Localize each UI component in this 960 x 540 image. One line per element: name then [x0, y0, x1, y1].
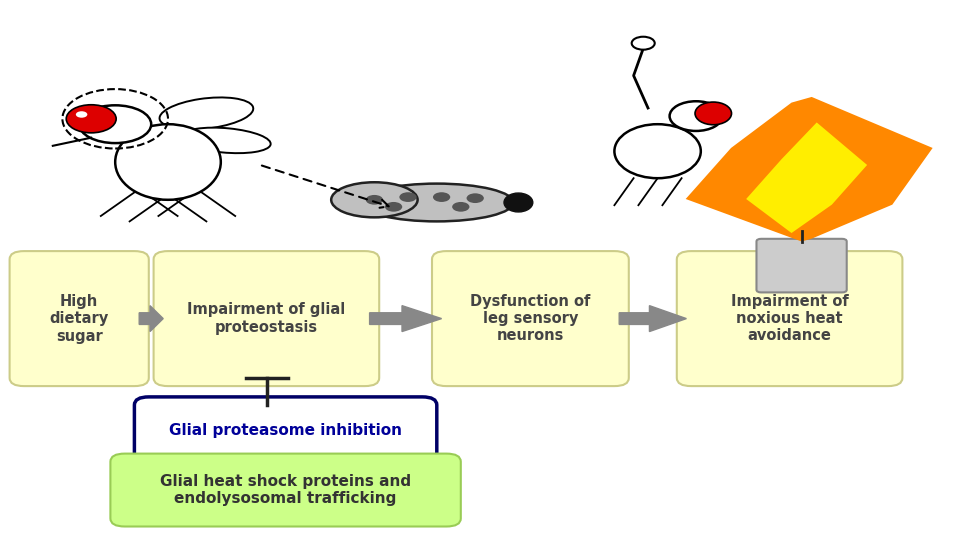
Ellipse shape	[614, 124, 701, 178]
Text: Glial proteasome inhibition: Glial proteasome inhibition	[169, 423, 402, 438]
Ellipse shape	[670, 102, 723, 131]
Ellipse shape	[331, 183, 418, 217]
Ellipse shape	[504, 193, 533, 212]
Text: Dysfunction of
leg sensory
neurons: Dysfunction of leg sensory neurons	[470, 294, 590, 343]
Ellipse shape	[360, 184, 514, 221]
Circle shape	[385, 202, 402, 212]
FancyBboxPatch shape	[110, 454, 461, 526]
Ellipse shape	[695, 102, 732, 125]
FancyBboxPatch shape	[677, 251, 902, 386]
Polygon shape	[746, 123, 867, 233]
Ellipse shape	[76, 111, 87, 118]
Text: Impairment of glial
proteostasis: Impairment of glial proteostasis	[187, 302, 346, 335]
Polygon shape	[370, 306, 442, 332]
Text: High
dietary
sugar: High dietary sugar	[50, 294, 108, 343]
Polygon shape	[685, 97, 932, 241]
Circle shape	[632, 37, 655, 50]
Ellipse shape	[79, 105, 151, 143]
Circle shape	[399, 192, 417, 202]
Circle shape	[452, 202, 469, 212]
Text: Impairment of
noxious heat
avoidance: Impairment of noxious heat avoidance	[731, 294, 849, 343]
FancyBboxPatch shape	[10, 251, 149, 386]
Circle shape	[366, 195, 383, 205]
Text: Glial heat shock proteins and
endolysosomal trafficking: Glial heat shock proteins and endolysoso…	[160, 474, 411, 507]
Ellipse shape	[66, 105, 116, 133]
Circle shape	[467, 193, 484, 203]
FancyBboxPatch shape	[432, 251, 629, 386]
Ellipse shape	[159, 97, 253, 130]
Polygon shape	[139, 306, 163, 332]
FancyBboxPatch shape	[154, 251, 379, 386]
Polygon shape	[619, 306, 686, 332]
Ellipse shape	[115, 124, 221, 200]
FancyBboxPatch shape	[134, 397, 437, 464]
Circle shape	[433, 192, 450, 202]
FancyBboxPatch shape	[756, 239, 847, 293]
Ellipse shape	[180, 127, 271, 153]
